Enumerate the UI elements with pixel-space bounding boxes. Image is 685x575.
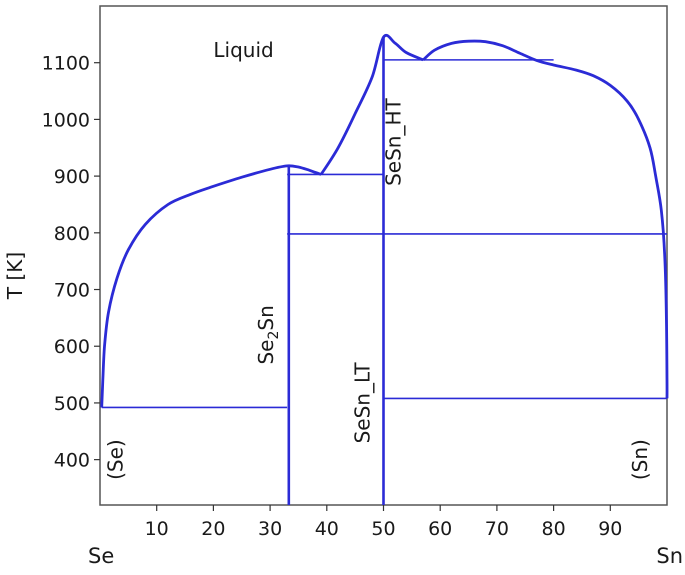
y-tick-label: 900 — [54, 166, 90, 188]
annotation-group: Liquid Se2Sn SeSn_LT SeSn_HT (Se) (Sn) — [104, 38, 652, 480]
phase-lines-group — [100, 33, 669, 505]
x-tick-label: 90 — [598, 518, 622, 540]
phase-label: SeSn_LT — [350, 362, 374, 444]
y-tick-label: 600 — [54, 336, 90, 358]
liquidus-curve — [100, 164, 322, 408]
phase-label: (Se) — [104, 439, 128, 480]
y-axis-title: T [K] — [3, 252, 27, 300]
y-tick-label: 500 — [54, 393, 90, 415]
x-tick-label: 50 — [371, 518, 395, 540]
phase-label-subscript: 2 — [266, 331, 282, 340]
x-tick-label: 80 — [542, 518, 566, 540]
phase-label: Liquid — [213, 38, 273, 62]
x-tick-label: 70 — [485, 518, 509, 540]
x-right-end-label: Sn — [656, 544, 683, 568]
phase-label: (Sn) — [628, 439, 652, 480]
x-tick-label: 20 — [201, 518, 225, 540]
x-tick-label: 10 — [145, 518, 169, 540]
y-tick-label: 800 — [54, 223, 90, 245]
y-tick-label: 1100 — [42, 53, 90, 75]
x-left-end-label: Se — [88, 544, 114, 568]
x-tick-label: 30 — [258, 518, 282, 540]
x-tick-label: 60 — [428, 518, 452, 540]
phase-label-part: Sn — [254, 305, 278, 330]
liquidus-curve — [422, 39, 669, 399]
phase-label-part: Se — [254, 340, 278, 365]
phase-label: Se2Sn — [254, 305, 282, 364]
x-tick-label: 40 — [315, 518, 339, 540]
tick-group: 400 500 600 700 800 900 1000 1100 10 20 30 40 50 60 70… — [3, 53, 683, 568]
liquidus-curve — [319, 33, 424, 176]
y-tick-label: 1000 — [42, 109, 90, 131]
y-tick-label: 400 — [54, 450, 90, 472]
phase-label: SeSn_HT — [382, 98, 406, 186]
y-tick-label: 700 — [54, 280, 90, 302]
